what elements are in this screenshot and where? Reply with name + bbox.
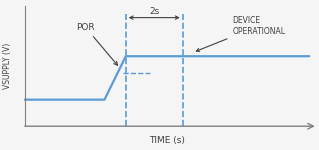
Text: POR: POR bbox=[76, 23, 117, 65]
Text: VSUPPLY (V): VSUPPLY (V) bbox=[3, 43, 12, 89]
Text: TIME (s): TIME (s) bbox=[149, 136, 185, 145]
Text: DEVICE
OPERATIONAL: DEVICE OPERATIONAL bbox=[196, 16, 286, 51]
Text: 2s: 2s bbox=[149, 7, 160, 16]
